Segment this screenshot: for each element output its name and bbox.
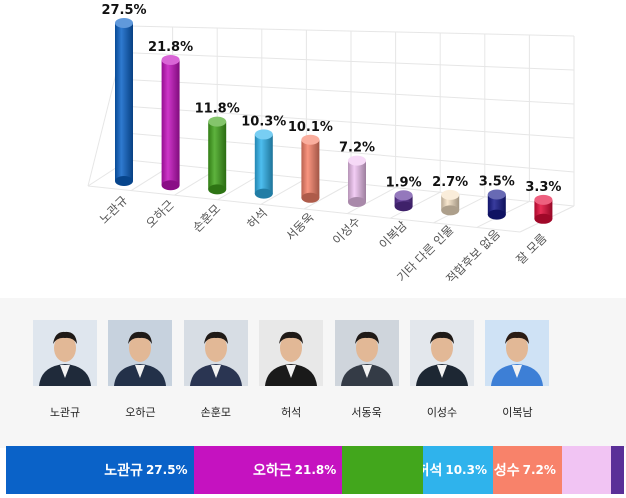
candidate-name: 이성수 xyxy=(426,406,458,419)
candidate-photo xyxy=(108,320,173,386)
bar-5 xyxy=(301,134,320,203)
x-tick-label: 오하근 xyxy=(143,197,176,230)
candidate-photo xyxy=(485,320,550,386)
bar-value-label: 21.8% xyxy=(148,40,193,55)
candidate-name: 이복남 xyxy=(502,406,533,419)
bar-6 xyxy=(348,155,366,207)
candidate-photo xyxy=(33,320,97,386)
share-segment xyxy=(561,446,611,494)
share-segment: 허석 10.3% xyxy=(422,446,493,494)
candidate-photo xyxy=(259,320,324,386)
chart-svg: 27.5% 노관규 21.8% 오하근 11.8% 손훈모 10.3% 허석 10.1% 서동욱 7… xyxy=(87,3,575,286)
share-segment: 노관규 27.5% xyxy=(6,446,194,494)
share-segment-pct: 7.2% xyxy=(522,463,556,477)
bar-value-label: 7.2% xyxy=(339,141,375,156)
x-tick-label: 잘 모름 xyxy=(514,231,550,267)
share-segment xyxy=(611,446,624,494)
bar-value-label: 10.1% xyxy=(288,120,333,135)
bar-value-label: 27.5% xyxy=(101,3,146,18)
bar-value-label: 3.3% xyxy=(525,180,561,195)
bar-10 xyxy=(534,194,553,224)
bar-value-label: 11.8% xyxy=(195,102,240,117)
share-segment-pct: 27.5% xyxy=(145,463,188,477)
candidate-strip: 노관규 오하근 손훈모 허석 서동욱 이성수 이복남 xyxy=(0,298,626,448)
share-segment-pct: 21.8% xyxy=(294,463,337,477)
share-segment: 이성수7.2% xyxy=(493,446,562,494)
candidate-name: 허석 xyxy=(281,406,302,419)
candidate-photo xyxy=(410,320,474,386)
share-segment xyxy=(342,446,423,494)
x-tick-label: 서동욱 xyxy=(283,210,316,243)
bar-value-label: 3.5% xyxy=(479,174,515,189)
bar-4 xyxy=(254,129,273,199)
bar-8 xyxy=(441,189,460,216)
share-segment-name: 노관규 xyxy=(104,463,143,479)
x-tick-label: 이성수 xyxy=(330,214,363,247)
bar-value-label: 10.3% xyxy=(241,114,286,129)
bar-value-label: 2.7% xyxy=(432,175,468,190)
candidate-name: 노관규 xyxy=(49,406,81,419)
x-tick-label: 이복남 xyxy=(376,218,409,251)
candidate-name: 손훈모 xyxy=(200,406,231,419)
candidate-photo xyxy=(334,320,399,386)
bar-1 xyxy=(115,18,133,186)
bar-2 xyxy=(161,54,180,191)
bar-chart: 27.5% 노관규 21.8% 오하근 11.8% 손훈모 10.3% 허석 10.1% 서동욱 7… xyxy=(87,3,575,286)
share-segment-name: 이성수 xyxy=(493,463,520,479)
bar-3 xyxy=(208,116,227,195)
candidate-name: 서동욱 xyxy=(351,406,382,419)
x-tick-label: 손훈모 xyxy=(190,202,223,235)
candidate-photo xyxy=(183,320,248,386)
share-segment: 오하근 21.8% xyxy=(193,446,343,494)
candidate-name: 오하근 xyxy=(125,406,156,419)
bar-7 xyxy=(394,190,413,212)
x-tick-label: 노관규 xyxy=(97,193,130,226)
share-segment-name: 오하근 xyxy=(252,463,292,479)
x-tick-label: 허석 xyxy=(244,206,270,232)
bar-value-label: 1.9% xyxy=(386,175,422,190)
share-segment-pct: 10.3% xyxy=(445,463,487,477)
share-segment-name: 허석 xyxy=(422,463,443,479)
bar-9 xyxy=(487,189,506,220)
